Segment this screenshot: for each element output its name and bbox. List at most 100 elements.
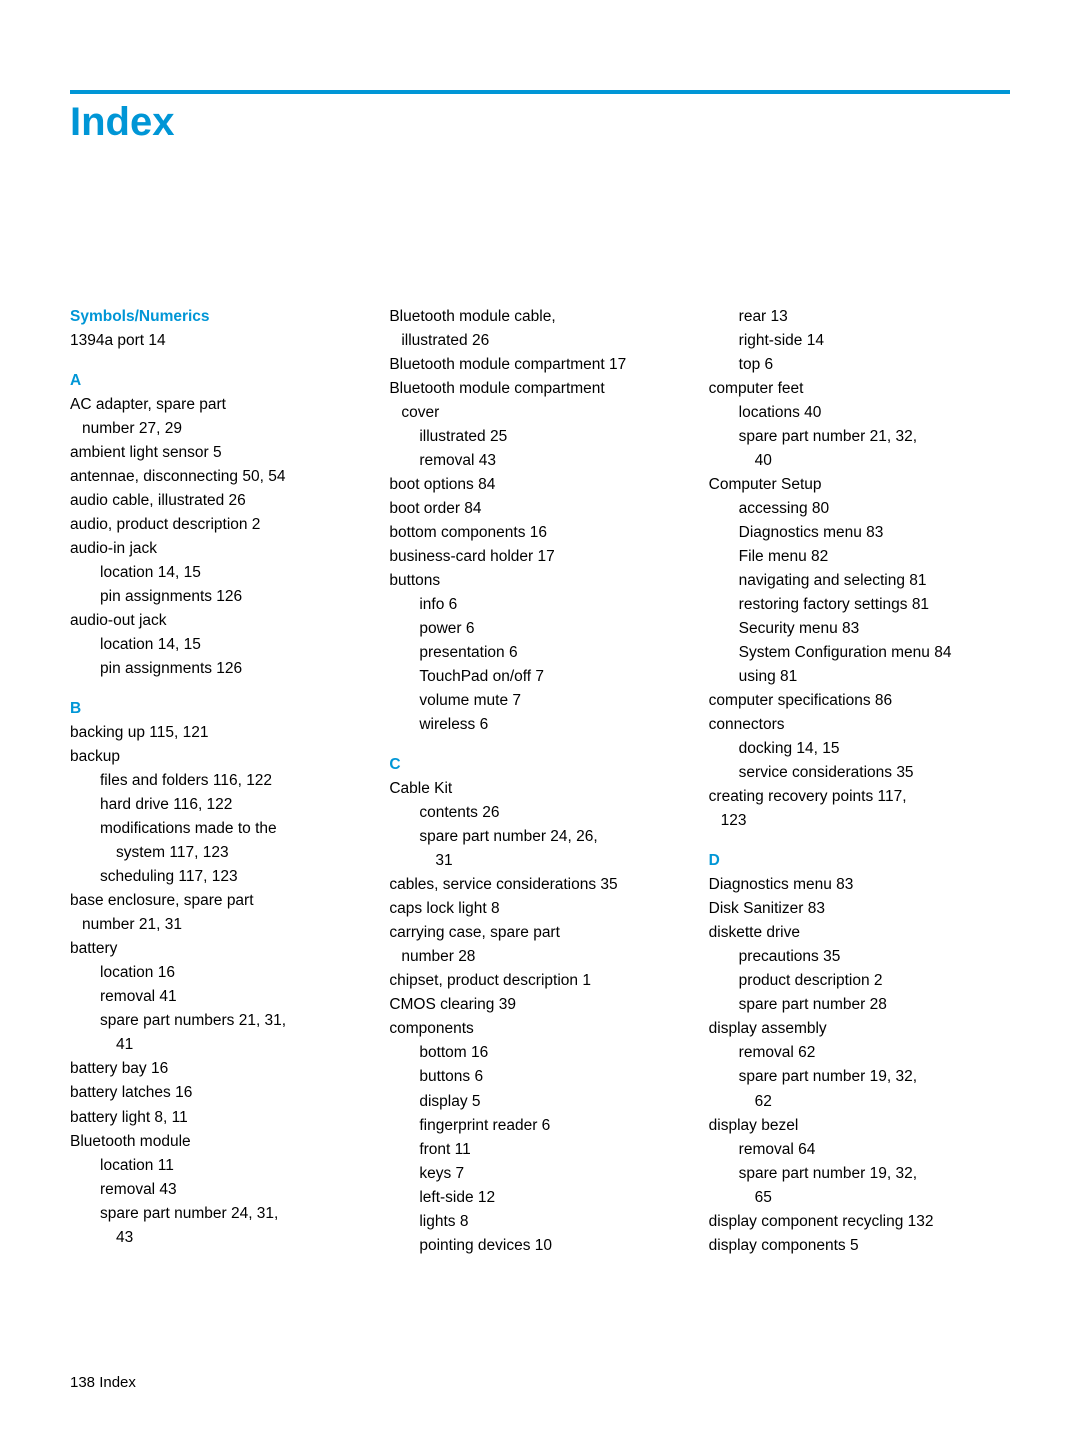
index-subentry: 40 <box>709 449 1010 473</box>
index-entry: Bluetooth module compartment 17 <box>389 353 690 377</box>
index-subentry: using 81 <box>709 665 1010 689</box>
index-subentry: hard drive 116, 122 <box>70 793 371 817</box>
index-entry: ambient light sensor 5 <box>70 441 371 465</box>
index-subentry: presentation 6 <box>389 641 690 665</box>
column-1: Symbols/Numerics 1394a port 14 A AC adap… <box>70 305 371 1258</box>
index-subentry: 43 <box>70 1226 371 1250</box>
index-subentry: files and folders 116, 122 <box>70 769 371 793</box>
index-subentry: location 14, 15 <box>70 633 371 657</box>
index-subentry: spare part number 24, 31, <box>70 1202 371 1226</box>
index-subentry: System Configuration menu 84 <box>709 641 1010 665</box>
index-entry: display component recycling 132 <box>709 1210 1010 1234</box>
index-subentry: spare part number 28 <box>709 993 1010 1017</box>
index-subentry: docking 14, 15 <box>709 737 1010 761</box>
section-header-a: A <box>70 369 371 393</box>
index-entry: battery light 8, 11 <box>70 1106 371 1130</box>
index-subentry: accessing 80 <box>709 497 1010 521</box>
index-entry: Bluetooth module cable, <box>389 305 690 329</box>
index-subentry: contents 26 <box>389 801 690 825</box>
index-subentry: removal 41 <box>70 985 371 1009</box>
index-entry: Computer Setup <box>709 473 1010 497</box>
index-entry: Diagnostics menu 83 <box>709 873 1010 897</box>
index-subentry: display 5 <box>389 1090 690 1114</box>
index-subentry: 62 <box>709 1090 1010 1114</box>
index-subentry: rear 13 <box>709 305 1010 329</box>
index-subentry: volume mute 7 <box>389 689 690 713</box>
index-subentry: fingerprint reader 6 <box>389 1114 690 1138</box>
index-subentry: buttons 6 <box>389 1065 690 1089</box>
index-entry: CMOS clearing 39 <box>389 993 690 1017</box>
index-entry: number 27, 29 <box>70 417 371 441</box>
index-subentry: top 6 <box>709 353 1010 377</box>
index-subentry: TouchPad on/off 7 <box>389 665 690 689</box>
index-subentry: spare part number 19, 32, <box>709 1065 1010 1089</box>
index-entry: components <box>389 1017 690 1041</box>
index-subentry: restoring factory settings 81 <box>709 593 1010 617</box>
index-entry: audio-in jack <box>70 537 371 561</box>
index-subentry: 41 <box>70 1033 371 1057</box>
index-entry: diskette drive <box>709 921 1010 945</box>
index-entry: boot options 84 <box>389 473 690 497</box>
index-entry: bottom components 16 <box>389 521 690 545</box>
index-entry: battery bay 16 <box>70 1057 371 1081</box>
index-subentry: lights 8 <box>389 1210 690 1234</box>
index-entry: buttons <box>389 569 690 593</box>
index-entry: number 28 <box>389 945 690 969</box>
index-entry: chipset, product description 1 <box>389 969 690 993</box>
index-entry: computer feet <box>709 377 1010 401</box>
index-subentry: 65 <box>709 1186 1010 1210</box>
index-subentry: precautions 35 <box>709 945 1010 969</box>
index-subentry: Security menu 83 <box>709 617 1010 641</box>
index-subentry: illustrated 25 <box>389 425 690 449</box>
section-header-c: C <box>389 753 690 777</box>
index-entry: cables, service considerations 35 <box>389 873 690 897</box>
index-subentry: removal 43 <box>70 1178 371 1202</box>
index-entry: display bezel <box>709 1114 1010 1138</box>
index-subentry: Diagnostics menu 83 <box>709 521 1010 545</box>
index-entry: audio cable, illustrated 26 <box>70 489 371 513</box>
index-entry: 1394a port 14 <box>70 329 371 353</box>
column-2: Bluetooth module cable, illustrated 26 B… <box>389 305 690 1258</box>
index-entry: carrying case, spare part <box>389 921 690 945</box>
index-subentry: pin assignments 126 <box>70 657 371 681</box>
index-subentry: locations 40 <box>709 401 1010 425</box>
page-footer: 138 Index <box>70 1374 136 1391</box>
index-entry: audio-out jack <box>70 609 371 633</box>
index-subentry: system 117, 123 <box>70 841 371 865</box>
index-subentry: left-side 12 <box>389 1186 690 1210</box>
index-entry: battery <box>70 937 371 961</box>
index-subentry: spare part numbers 21, 31, <box>70 1009 371 1033</box>
index-entry: creating recovery points 117, <box>709 785 1010 809</box>
index-subentry: location 16 <box>70 961 371 985</box>
index-subentry: File menu 82 <box>709 545 1010 569</box>
index-entry: boot order 84 <box>389 497 690 521</box>
index-entry: computer specifications 86 <box>709 689 1010 713</box>
index-subentry: spare part number 19, 32, <box>709 1162 1010 1186</box>
index-entry: 123 <box>709 809 1010 833</box>
index-entry: illustrated 26 <box>389 329 690 353</box>
index-subentry: spare part number 21, 32, <box>709 425 1010 449</box>
index-subentry: removal 64 <box>709 1138 1010 1162</box>
index-entry: AC adapter, spare part <box>70 393 371 417</box>
index-entry: display assembly <box>709 1017 1010 1041</box>
index-entry: Bluetooth module compartment <box>389 377 690 401</box>
index-columns: Symbols/Numerics 1394a port 14 A AC adap… <box>70 305 1010 1258</box>
index-entry: caps lock light 8 <box>389 897 690 921</box>
index-subentry: product description 2 <box>709 969 1010 993</box>
index-subentry: service considerations 35 <box>709 761 1010 785</box>
index-entry: backing up 115, 121 <box>70 721 371 745</box>
section-header-b: B <box>70 697 371 721</box>
index-entry: base enclosure, spare part <box>70 889 371 913</box>
index-entry: audio, product description 2 <box>70 513 371 537</box>
top-rule <box>70 90 1010 94</box>
index-subentry: pin assignments 126 <box>70 585 371 609</box>
index-entry: connectors <box>709 713 1010 737</box>
index-subentry: location 14, 15 <box>70 561 371 585</box>
index-entry: Cable Kit <box>389 777 690 801</box>
index-subentry: removal 43 <box>389 449 690 473</box>
section-header-d: D <box>709 849 1010 873</box>
index-entry: cover <box>389 401 690 425</box>
index-subentry: scheduling 117, 123 <box>70 865 371 889</box>
index-subentry: power 6 <box>389 617 690 641</box>
page-title: Index <box>70 100 1010 145</box>
